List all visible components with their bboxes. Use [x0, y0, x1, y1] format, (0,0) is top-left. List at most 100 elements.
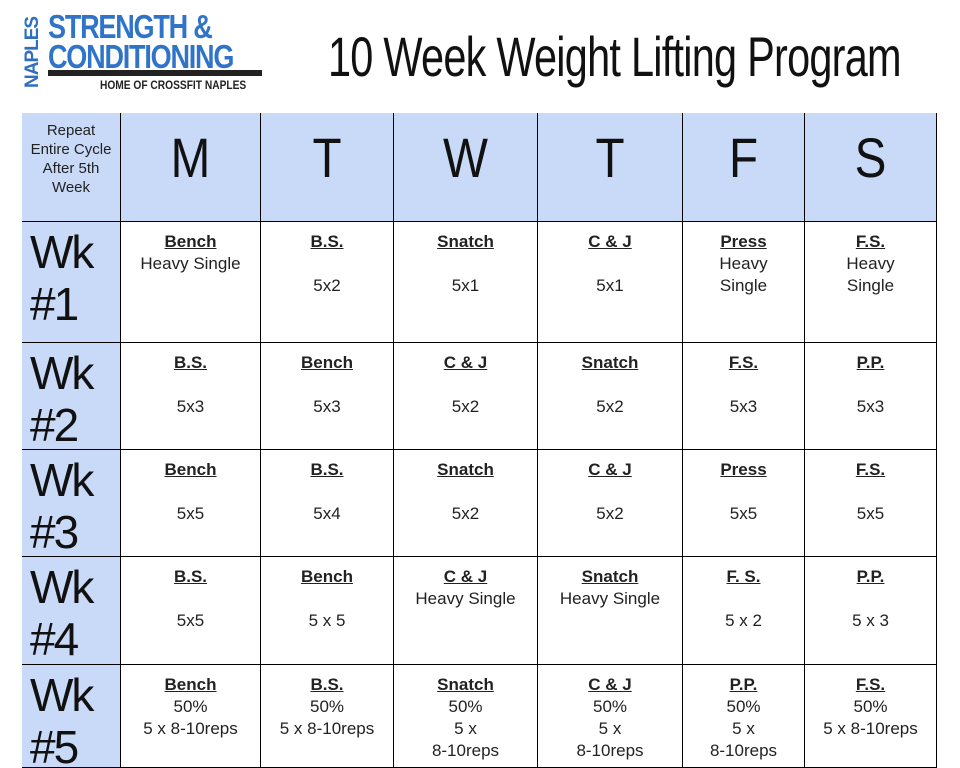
- workout-detail: 5 x 8-10reps: [143, 719, 238, 738]
- workout-cell: P.P. 5 x 3: [805, 557, 937, 665]
- week-cell: Wk #2: [22, 343, 121, 450]
- workout-cell: P.P. 5x3: [805, 343, 937, 450]
- workout-detail: 5x3: [313, 397, 341, 416]
- lift-name: F. S.: [726, 567, 761, 586]
- logo-bar: [48, 70, 262, 76]
- lift-name: P.P.: [856, 353, 885, 372]
- day-header: M: [170, 126, 211, 189]
- lift-name: Snatch: [581, 567, 639, 586]
- workout-detail: Single: [719, 276, 768, 295]
- workout-detail: 50%: [853, 697, 888, 716]
- workout-cell: F.S. 50% 5 x 8-10reps: [805, 665, 937, 768]
- workout-detail: 50%: [309, 697, 345, 716]
- day-cell: M: [121, 113, 261, 222]
- workout-cell: C & J 50% 5 x 8-10reps: [538, 665, 683, 768]
- workout-detail: 5x2: [451, 504, 480, 523]
- workout-detail: 5x4: [313, 504, 341, 523]
- lift-name: Bench: [164, 460, 217, 479]
- workout-detail: 5 x 5: [308, 611, 346, 630]
- day-cell: F: [683, 113, 805, 222]
- lift-name: Snatch: [437, 232, 494, 251]
- workout-cell: Bench 50% 5 x 8-10reps: [121, 665, 261, 768]
- lift-name: B.S.: [173, 567, 208, 586]
- workout-cell: P.P. 50% 5 x 8-10reps: [683, 665, 805, 768]
- workout-detail: Heavy Single: [559, 589, 661, 608]
- workout-detail: 8-10reps: [576, 741, 644, 760]
- workout-detail: 5 x 8-10reps: [823, 719, 918, 738]
- lift-name: F.S.: [855, 460, 886, 479]
- lift-name: C & J: [588, 232, 632, 251]
- workout-cell: C & J 5x1: [538, 222, 683, 343]
- lift-name: P.P.: [729, 675, 758, 694]
- workout-cell: Press 5x5: [683, 450, 805, 557]
- workout-detail: Heavy Single: [140, 254, 241, 273]
- workout-cell: F. S. 5 x 2: [683, 557, 805, 665]
- week-cell: Wk #5: [22, 665, 121, 768]
- workout-detail: 5x5: [729, 504, 758, 523]
- lift-name: Bench: [301, 567, 353, 586]
- lift-name: F.S.: [855, 675, 886, 694]
- day-cell: T: [261, 113, 394, 222]
- workout-detail: 5x2: [451, 397, 480, 416]
- logo-line: STRENGTH &: [48, 8, 213, 45]
- workout-cell: Snatch 5x2: [538, 343, 683, 450]
- workout-detail: Heavy: [846, 254, 895, 273]
- lift-name: Bench: [164, 232, 217, 251]
- lift-name: Snatch: [581, 353, 639, 372]
- workout-detail: Heavy Single: [415, 589, 516, 608]
- workout-detail: 5x2: [596, 397, 624, 416]
- lift-name: P.P.: [856, 567, 885, 586]
- lift-name: Press: [720, 232, 767, 251]
- workout-cell: Bench 5x3: [261, 343, 394, 450]
- lift-name: C & J: [443, 567, 488, 586]
- lift-name: Bench: [164, 675, 217, 694]
- workout-detail: 5x5: [856, 504, 885, 523]
- title: 10 Week Weight Lifting Program: [328, 25, 902, 88]
- workout-cell: Press Heavy Single: [683, 222, 805, 343]
- workout-detail: 5 x: [732, 719, 755, 738]
- workout-cell: Snatch 50% 5 x 8-10reps: [394, 665, 538, 768]
- workout-cell: Snatch 5x2: [394, 450, 538, 557]
- workout-detail: Single: [846, 276, 895, 295]
- workout-detail: 50%: [173, 697, 208, 716]
- workout-cell: C & J 5x2: [538, 450, 683, 557]
- workout-cell: Snatch 5x1: [394, 222, 538, 343]
- workout-detail: 5 x: [454, 719, 477, 738]
- workout-cell: F.S. Heavy Single: [805, 222, 937, 343]
- day-header: T: [595, 126, 625, 189]
- workout-detail: 5x1: [451, 276, 480, 295]
- lift-name: B.S.: [310, 232, 344, 251]
- workout-detail: 8-10reps: [709, 741, 778, 760]
- workout-detail: 5 x 3: [852, 611, 889, 630]
- workout-cell: F.S. 5x5: [805, 450, 937, 557]
- workout-detail: 5 x 2: [725, 611, 762, 630]
- week-label: Wk #3: [30, 454, 94, 557]
- workout-detail: 50%: [448, 697, 483, 716]
- day-cell: T: [538, 113, 683, 222]
- workout-detail: 5x5: [176, 504, 205, 523]
- week-cell: Wk #4: [22, 557, 121, 665]
- day-header: S: [854, 126, 887, 189]
- lift-name: Press: [720, 460, 767, 479]
- workout-detail: 5 x 8-10reps: [279, 719, 375, 738]
- workout-cell: F.S. 5x3: [683, 343, 805, 450]
- lift-name: B.S.: [310, 460, 344, 479]
- lift-name: F.S.: [728, 353, 759, 372]
- workout-cell: B.S. 50% 5 x 8-10reps: [261, 665, 394, 768]
- logo-line: CONDITIONING: [48, 38, 234, 75]
- week-label: Wk #5: [30, 669, 94, 768]
- workout-cell: B.S. 5x5: [121, 557, 261, 665]
- workout-detail: 5x3: [729, 397, 758, 416]
- day-header: W: [443, 126, 488, 189]
- week-cell: Wk #1: [22, 222, 121, 343]
- lift-name: B.S.: [173, 353, 208, 372]
- workout-detail: 50%: [726, 697, 761, 716]
- workout-detail: 50%: [592, 697, 628, 716]
- lift-name: C & J: [443, 353, 488, 372]
- lift-name: Snatch: [437, 675, 494, 694]
- workout-detail: 5x1: [596, 276, 624, 295]
- lift-name: F.S.: [855, 232, 886, 251]
- week-cell: Wk #3: [22, 450, 121, 557]
- lift-name: Snatch: [437, 460, 494, 479]
